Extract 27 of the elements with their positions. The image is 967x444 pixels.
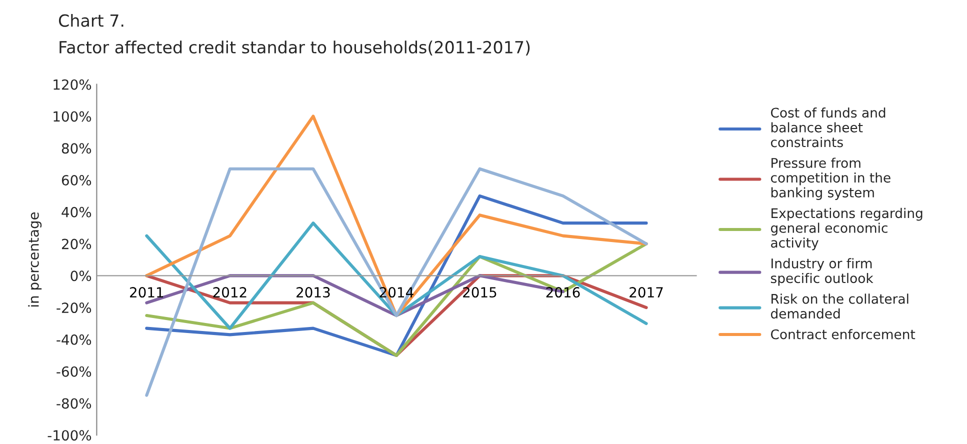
x-tick-label: 2015: [463, 287, 496, 298]
y-tick-label: 60%: [62, 174, 92, 186]
y-tick-label: 20%: [62, 238, 92, 250]
legend-label: Expectations regarding general economic activity: [770, 208, 922, 250]
y-tick-label: -80%: [56, 398, 92, 409]
x-tick-label: 2012: [213, 287, 246, 298]
y-tick-label: -60%: [56, 366, 92, 377]
x-tick-label: 2016: [546, 287, 580, 298]
legend-label: Risk on the collateral demanded: [770, 294, 908, 319]
y-tick-label: 40%: [62, 206, 92, 218]
y-tick-label: 80%: [62, 143, 92, 154]
legend-label: Pressure from competition in the banking system: [770, 158, 890, 200]
y-tick-label: 100%: [54, 111, 92, 122]
legend-label: Contract enforcement: [770, 329, 916, 340]
legend-label: Cost of funds and balance sheet constraints: [770, 107, 886, 148]
y-tick-label: -40%: [56, 334, 92, 345]
chart-subtitle: Factor affected credit standar to households(2011-2017): [60, 40, 530, 56]
y-tick-label: -20%: [56, 302, 92, 314]
y-tick-label: 0%: [70, 270, 92, 282]
legend-label: Industry or firm specific outlook: [770, 258, 874, 286]
y-tick-label: 120%: [54, 79, 92, 90]
x-tick-label: 2013: [296, 287, 330, 298]
chart-title: Chart 7.: [58, 14, 124, 27]
x-tick-label: 2011: [130, 287, 164, 298]
y-tick-label: -100%: [48, 430, 92, 441]
x-tick-label: 2017: [630, 287, 663, 298]
y-axis-title: in percentage: [28, 212, 42, 306]
